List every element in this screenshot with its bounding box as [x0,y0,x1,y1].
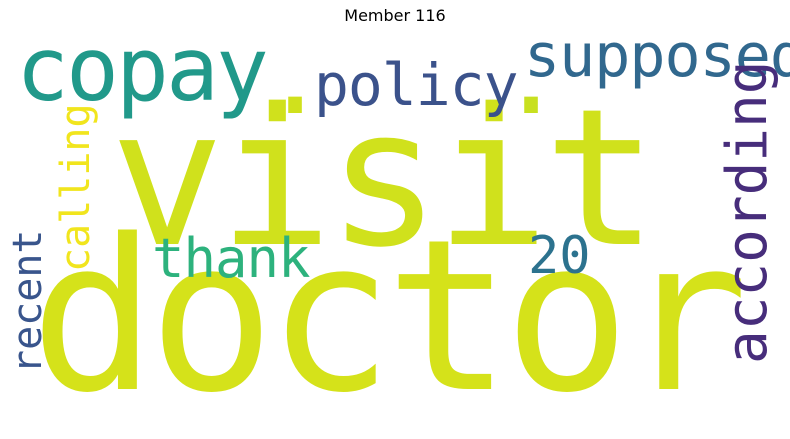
word-20: 20 [528,226,591,286]
word-cloud: visit doctor copay . policy . supposed a… [5,11,790,439]
word-dot-2: . [498,11,565,139]
word-recent: recent [5,229,51,375]
word-policy: policy [314,51,519,119]
word-calling: calling [53,103,99,272]
word-thank: thank [152,227,311,290]
word-doctor: doctor [30,194,749,439]
chart-title: Member 116 [344,6,446,25]
word-dot-1: . [262,11,329,139]
word-according: according [715,60,780,364]
word-supposed: supposed [524,21,790,91]
word-copay: copay [16,18,269,121]
word-visit: visit [110,68,658,289]
